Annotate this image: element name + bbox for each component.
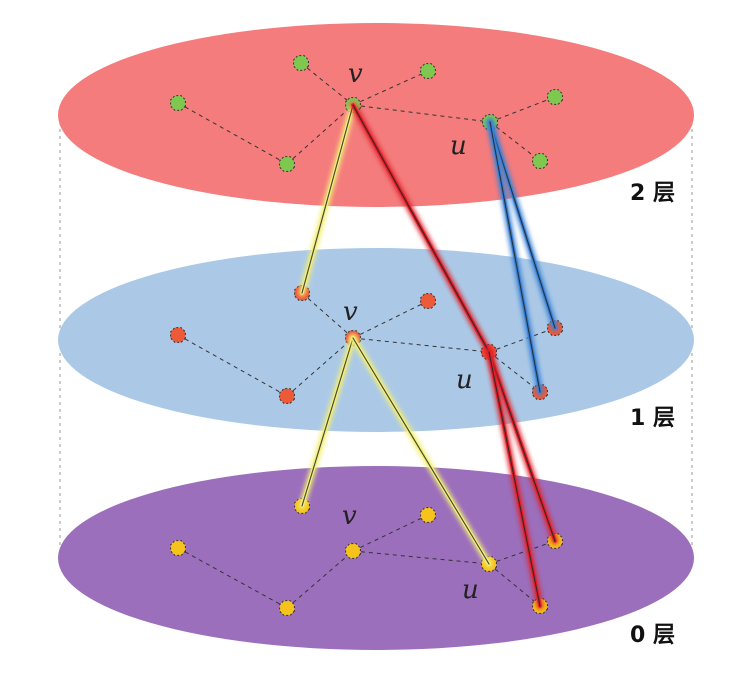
node-l0-b (420, 507, 436, 523)
layer-2-label: 2 层 (630, 181, 675, 206)
edge-l0-u-f (488, 563, 541, 607)
layer-2-node-u-label: u (450, 131, 467, 161)
edge-l1-u-f (488, 351, 541, 393)
layer-0-label: 0 层 (630, 623, 675, 648)
node-l2-a (293, 55, 309, 71)
edge-l1-u-e (488, 327, 556, 353)
layer-0-node-v-label: v (342, 501, 357, 531)
layer-0-ellipse (58, 466, 694, 650)
edge-l2-a-v (300, 62, 354, 106)
edge-l2-d-v (286, 104, 354, 165)
node-l2-e (547, 89, 563, 105)
node-l1-c (170, 327, 186, 343)
edge-l1-v-u (352, 337, 490, 353)
edge-l1-c-d (177, 334, 288, 397)
layer-1-node-v-label: v (343, 297, 358, 327)
edge-l1-v-b (352, 300, 429, 339)
layer-1-ellipse (58, 248, 694, 432)
inter-layer-links (298, 101, 559, 610)
edge-l0-v-b (352, 514, 429, 552)
link-l2-u-to-l1-f (486, 118, 544, 396)
node-l0-v (345, 543, 361, 559)
edge-l1-a-v (301, 292, 354, 339)
layer-1-node-u-label: u (456, 365, 473, 395)
link-l1-v-to-l0-u (349, 334, 493, 568)
node-l2-f (532, 153, 548, 169)
node-l2-d (279, 156, 295, 172)
layer-0: v u 0 层 (58, 466, 694, 650)
edge-l0-d-v (286, 550, 354, 609)
layer-0-node-u-label: u (462, 575, 479, 605)
edge-l2-v-u (352, 104, 491, 123)
node-l1-d (279, 388, 295, 404)
link-l1-v-to-l0 (298, 334, 357, 510)
layer-2-ellipse (58, 23, 694, 207)
link-l1-u-to-l0-f (485, 348, 544, 610)
layer-1: v u 1 层 (58, 248, 694, 432)
link-l2-v-to-l1 (298, 101, 357, 297)
node-l0-c (170, 540, 186, 556)
node-l2-b (420, 63, 436, 79)
edge-l2-u-e (489, 96, 556, 123)
link-l2-v-to-l1-u (349, 101, 493, 356)
layer-2-node-v-label: v (348, 59, 363, 89)
edge-l0-u-e (488, 540, 556, 565)
layer-2: v u 2 层 (58, 23, 694, 207)
node-l0-d (279, 600, 295, 616)
node-l1-b (420, 293, 436, 309)
edge-l1-d-v (286, 337, 354, 397)
edge-l2-v-b (352, 70, 429, 106)
edge-l2-c-d (177, 102, 288, 165)
layer-1-label: 1 层 (630, 406, 675, 431)
node-l2-c (170, 95, 186, 111)
edge-l2-u-f (489, 121, 541, 162)
link-l2-u-to-l1-e (486, 118, 559, 332)
link-l1-u-to-l0-e (485, 348, 559, 545)
edge-l0-v-u (352, 550, 490, 565)
